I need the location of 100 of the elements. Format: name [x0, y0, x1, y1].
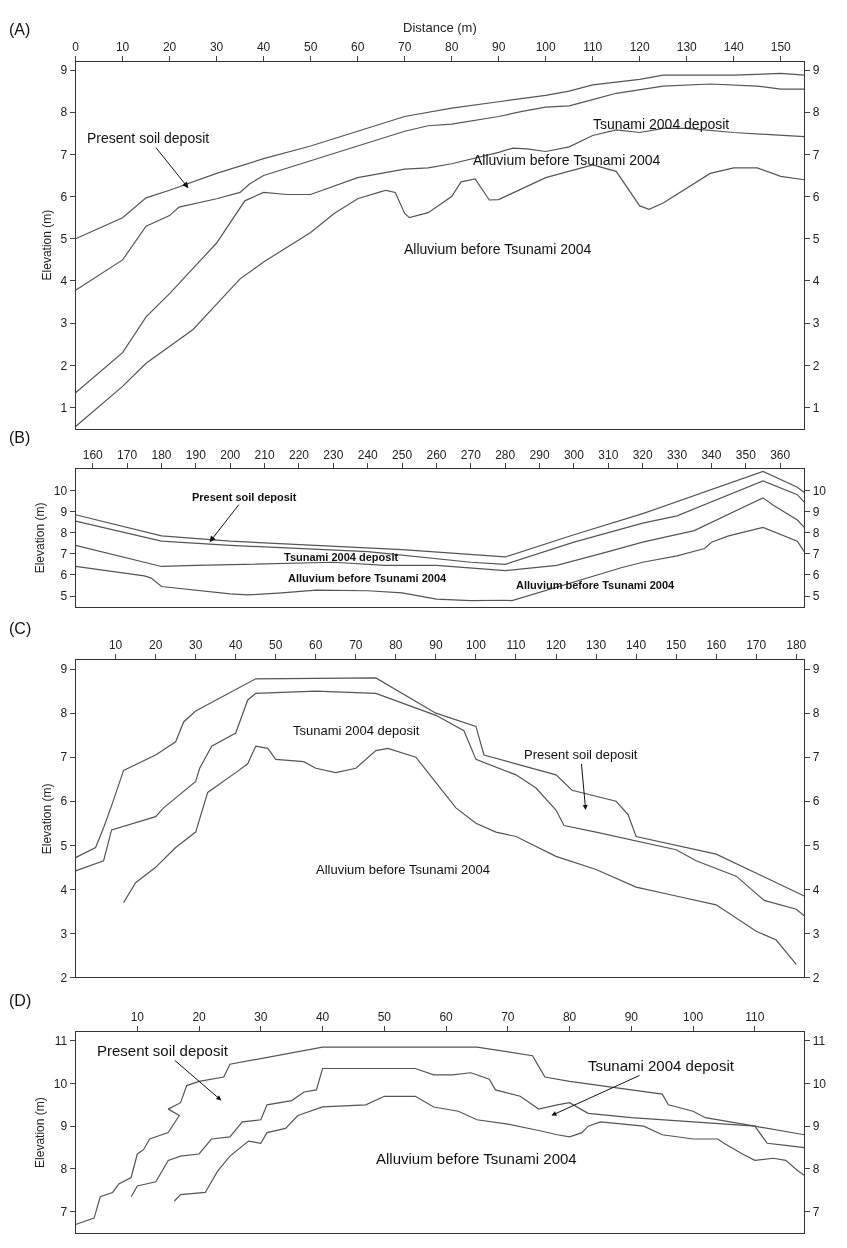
x-tick-label: 100 — [683, 1010, 704, 1025]
annotation: Tsunami 2004 deposit — [588, 1057, 735, 1074]
y2-tick-label: 7 — [812, 147, 820, 162]
line-series — [75, 480, 805, 565]
x-tick-label: 30 — [209, 39, 224, 54]
annotation: Present soil deposit — [524, 747, 638, 762]
y-tick-label: 3 — [60, 316, 68, 331]
x-tick-label: 100 — [535, 39, 557, 54]
x-tick-label: 30 — [189, 638, 203, 653]
y2-tick-label: 2 — [812, 970, 820, 985]
annotation: Alluvium before Tsunami 2004 — [376, 1150, 577, 1167]
x-tick-label: 160 — [82, 447, 104, 462]
y2-tick-label: 4 — [812, 274, 820, 289]
y2-tick-label: 9 — [812, 1119, 820, 1134]
x-axis-title: Distance (m) — [403, 19, 477, 35]
annotation: Tsunami 2004 deposit — [593, 116, 730, 132]
annotation: Alluvium before Tsunami 2004 — [404, 241, 592, 257]
y2-tick-label: 9 — [812, 662, 820, 677]
x-tick-label: 190 — [185, 447, 207, 462]
y-tick-label: 6 — [60, 794, 68, 809]
y-tick-label: 3 — [60, 926, 68, 941]
y2-tick-label: 3 — [812, 926, 820, 941]
x-tick-label: 60 — [309, 638, 323, 653]
x-tick-label: 170 — [746, 638, 767, 653]
y-tick-label: 7 — [60, 547, 68, 561]
x-tick-label: 210 — [254, 447, 275, 462]
x-tick-label: 230 — [323, 447, 344, 462]
y-tick-label: 6 — [60, 568, 68, 583]
y2-tick-label: 3 — [812, 316, 820, 331]
x-tick-label: 310 — [598, 447, 619, 462]
x-tick-label: 20 — [162, 39, 177, 54]
x-tick-label: 10 — [115, 39, 130, 54]
y2-tick-label: 9 — [812, 504, 820, 519]
x-tick-label: 90 — [491, 39, 506, 54]
y-tick-label: 2 — [60, 358, 68, 373]
y2-tick-label: 5 — [812, 231, 820, 246]
y-tick-label: 2 — [60, 970, 68, 985]
x-tick-label: 40 — [229, 638, 243, 653]
y-tick-label: 7 — [60, 147, 68, 162]
x-tick-label: 50 — [269, 638, 283, 653]
x-tick-label: 60 — [439, 1010, 454, 1025]
x-tick-label: 170 — [117, 447, 138, 462]
y2-tick-label: 2 — [812, 358, 820, 373]
x-tick-label: 200 — [220, 447, 241, 462]
y-tick-label: 4 — [60, 274, 68, 289]
x-tick-label: 320 — [632, 447, 654, 462]
y-tick-label: 5 — [60, 838, 68, 853]
text: (C) — [9, 620, 32, 637]
x-tick-label: 0 — [72, 39, 80, 54]
x-tick-label: 80 — [389, 638, 403, 653]
x-tick-label: 40 — [315, 1010, 330, 1025]
x-tick-label: 70 — [501, 1010, 515, 1025]
x-tick-label: 20 — [192, 1010, 207, 1025]
y2-tick-label: 6 — [812, 568, 820, 583]
text: (B) — [9, 429, 31, 446]
x-tick-label: 70 — [349, 638, 363, 653]
annotation: Alluvium before Tsunami 2004 — [288, 572, 447, 584]
annotation: Alluvium before Tsunami 2004 — [516, 579, 675, 591]
x-tick-label: 340 — [701, 447, 722, 462]
x-tick-label: 80 — [444, 39, 459, 54]
y2-tick-label: 8 — [812, 105, 820, 120]
x-tick-label: 130 — [676, 39, 698, 54]
annotation: Present soil deposit — [97, 1042, 229, 1059]
annotation: Present soil deposit — [87, 130, 210, 146]
y2-tick-label: 10 — [812, 483, 827, 498]
y-tick-label: 9 — [60, 504, 68, 519]
x-tick-label: 180 — [151, 447, 172, 462]
x-tick-label: 250 — [392, 447, 413, 462]
y-tick-label: 1 — [60, 400, 68, 415]
x-tick-label: 10 — [108, 638, 123, 653]
x-tick-label: 360 — [770, 447, 791, 462]
x-tick-label: 20 — [148, 638, 163, 653]
y-tick-label: 8 — [60, 105, 68, 120]
x-tick-label: 220 — [288, 447, 310, 462]
y-axis-title: Elevation (m) — [33, 502, 48, 574]
y-tick-label: 7 — [60, 1204, 68, 1219]
x-tick-label: 120 — [629, 39, 651, 54]
y2-tick-label: 7 — [812, 547, 820, 561]
y2-tick-label: 6 — [812, 189, 820, 204]
y2-tick-label: 8 — [812, 1162, 820, 1177]
x-tick-label: 330 — [667, 447, 688, 462]
y2-tick-label: 4 — [812, 882, 820, 897]
line-series — [75, 526, 805, 602]
y2-tick-label: 11 — [812, 1033, 826, 1048]
y2-tick-label: 7 — [812, 1204, 820, 1219]
y-tick-label: 10 — [53, 483, 68, 498]
x-tick-label: 140 — [626, 638, 647, 653]
y-tick-label: 5 — [60, 589, 68, 604]
x-tick-label: 30 — [254, 1010, 268, 1025]
x-tick-label: 60 — [350, 39, 365, 54]
x-tick-label: 130 — [586, 638, 607, 653]
y-tick-label: 7 — [60, 750, 68, 765]
x-tick-label: 80 — [562, 1010, 577, 1025]
x-tick-label: 140 — [723, 39, 745, 54]
line-series — [75, 1046, 805, 1226]
y2-tick-label: 8 — [812, 525, 820, 540]
x-tick-label: 50 — [303, 39, 318, 54]
text: (A) — [9, 21, 31, 38]
y2-tick-label: 7 — [812, 750, 820, 765]
x-tick-label: 240 — [357, 447, 379, 462]
